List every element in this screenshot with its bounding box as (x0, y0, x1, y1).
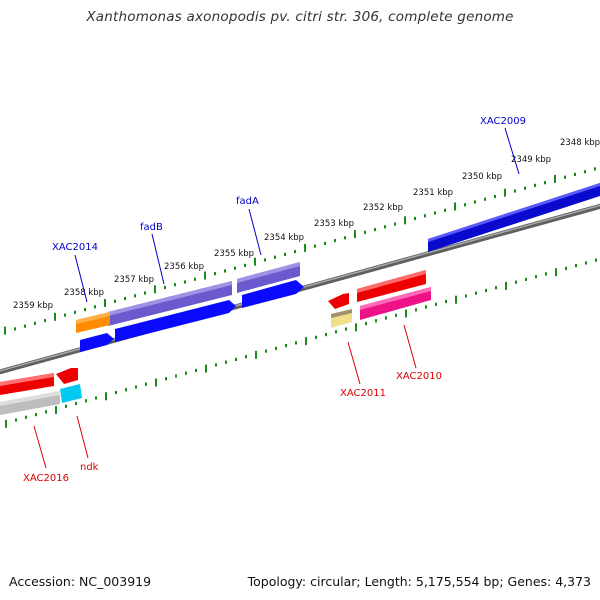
gene-label-xac2010[interactable]: XAC2010 (396, 371, 442, 382)
gene-feature-ndk[interactable] (60, 384, 82, 403)
callout-line-ndk (76, 415, 89, 459)
gene-feature-highlight (76, 312, 110, 324)
scale-label: 2350 kbp (462, 172, 502, 182)
callout-line-xac2011 (347, 341, 361, 385)
gene-arrow-fadb[interactable] (115, 300, 236, 342)
gene-label-ndk[interactable]: ndk (80, 462, 99, 473)
scale-label: 2351 kbp (413, 188, 453, 198)
callout-line-fada (248, 208, 262, 256)
gene-features-lower (0, 270, 431, 415)
scale-label: 2354 kbp (264, 233, 304, 243)
gene-arrow-ndk[interactable] (56, 368, 78, 384)
gene-feature-highlight (357, 270, 426, 293)
callout-line-xac2009 (504, 127, 520, 175)
gene-feature-highlight (360, 287, 431, 310)
scale-ruler-lower (5, 258, 597, 428)
gene-features-upper (76, 183, 600, 352)
gene-feature-highlight (0, 373, 54, 386)
callout-line-xac2014 (74, 254, 88, 303)
callout-line-xac2016 (33, 425, 47, 469)
genome-title: Xanthomonas axonopodis pv. citri str. 30… (86, 9, 514, 25)
scale-labels: 2359 kbp 2358 kbp 2357 kbp 2356 kbp 2355… (13, 138, 600, 311)
scale-label: 2357 kbp (114, 275, 154, 285)
callout-line-xac2010 (403, 324, 417, 369)
gene-label-xac2011[interactable]: XAC2011 (340, 388, 386, 399)
scale-label: 2352 kbp (363, 203, 403, 213)
gene-labels: XAC2014 fadB fadA XAC2009 XAC2016 ndk XA… (23, 116, 526, 484)
gene-feature-highlight (428, 183, 600, 242)
gene-label-xac2014[interactable]: XAC2014 (52, 242, 98, 253)
scale-label: 2356 kbp (164, 262, 204, 272)
gene-feature-xac2009[interactable] (428, 183, 600, 252)
topology-text: Topology: circular; Length: 5,175,554 bp… (247, 574, 591, 589)
callout-line-fadb (151, 233, 165, 285)
scale-label: 2355 kbp (214, 249, 254, 259)
gene-feature-highlight (108, 281, 232, 316)
gene-label-xac2009[interactable]: XAC2009 (480, 116, 526, 127)
gene-label-xac2016[interactable]: XAC2016 (23, 473, 69, 484)
gene-label-fada[interactable]: fadA (236, 196, 259, 207)
scale-label: 2349 kbp (511, 155, 551, 165)
accession-text: Accession: NC_003919 (9, 574, 152, 589)
scale-label: 2353 kbp (314, 219, 354, 229)
gene-label-fadb[interactable]: fadB (140, 222, 163, 233)
gene-arrow-xac2011[interactable] (328, 293, 349, 309)
scale-label: 2358 kbp (64, 288, 104, 298)
scale-label: 2348 kbp (560, 138, 600, 148)
gene-arrow-fada[interactable] (242, 280, 304, 308)
gene-feature-highlight (0, 391, 60, 406)
scale-label: 2359 kbp (13, 301, 53, 311)
gene-feature-highlight (331, 309, 352, 318)
gene-arrow-xac2014[interactable] (80, 333, 114, 352)
gene-feature-highlight (237, 262, 300, 283)
gene-callouts (33, 127, 520, 469)
scale-ruler-upper (4, 167, 596, 335)
